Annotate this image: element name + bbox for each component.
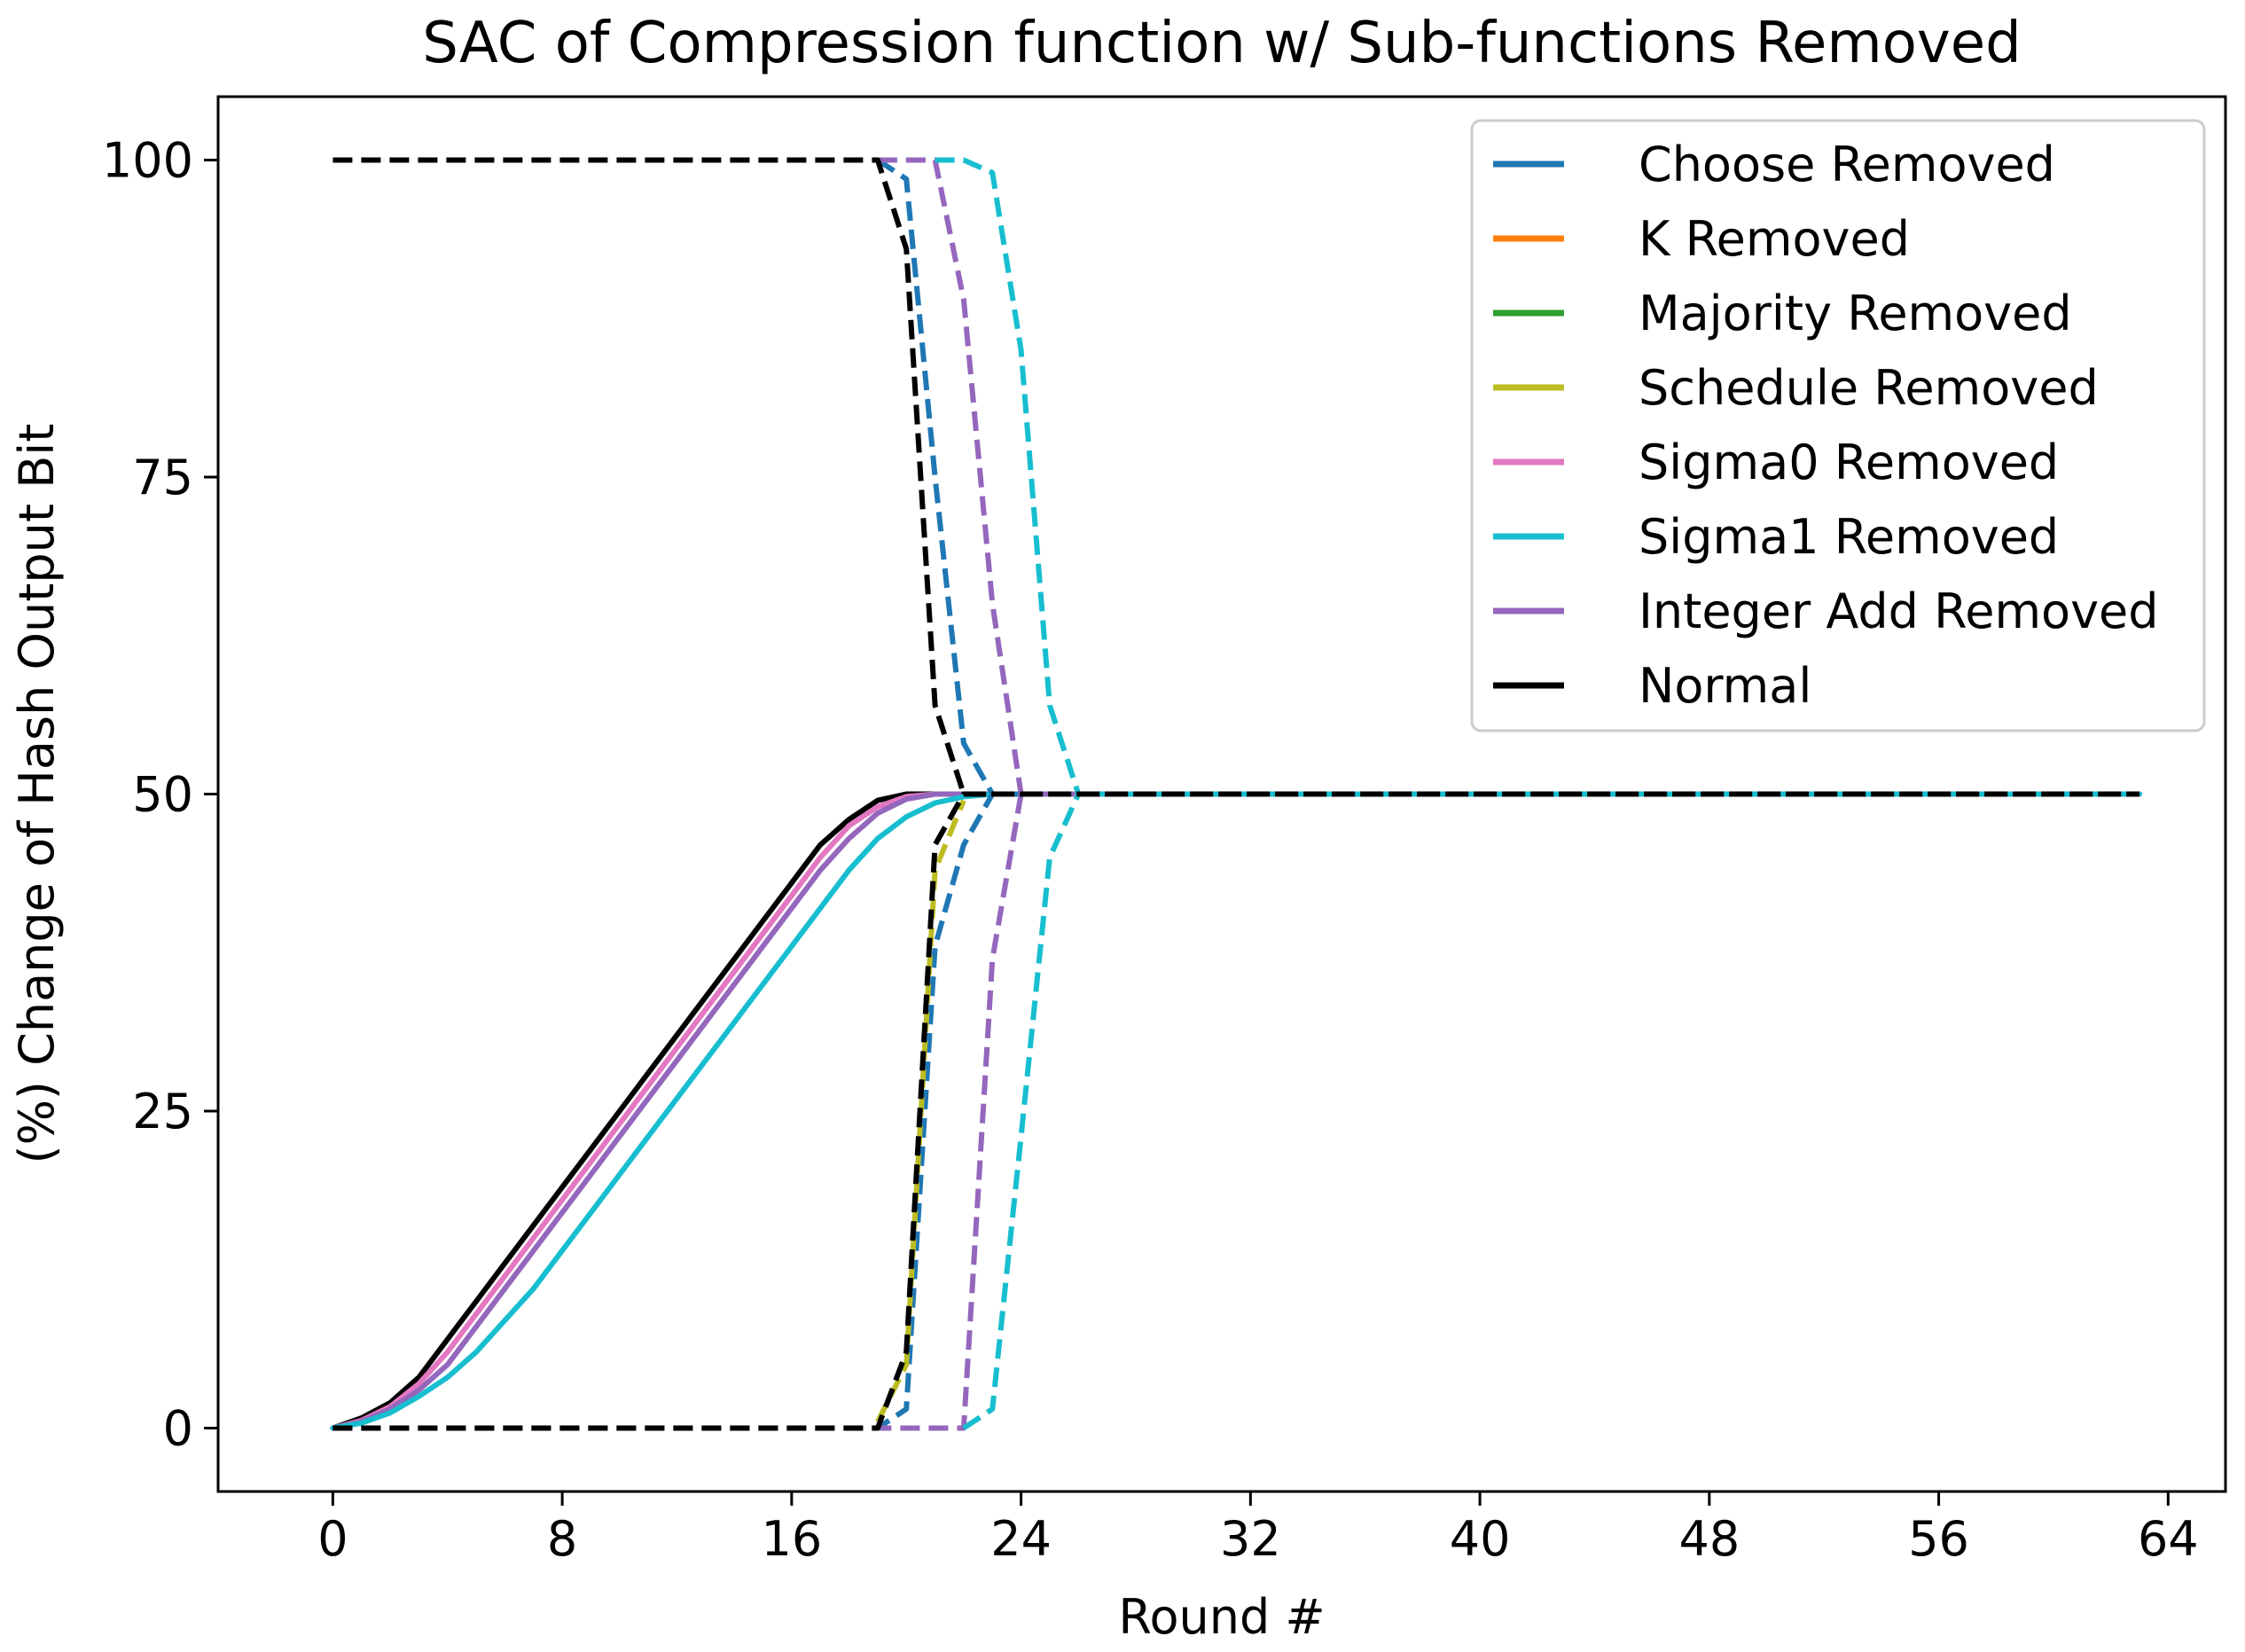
y-tick-label: 50 <box>132 767 193 823</box>
legend-label: Choose Removed <box>1639 137 2055 192</box>
legend-label: Sigma1 Removed <box>1639 509 2059 565</box>
x-tick-label: 56 <box>1908 1511 1969 1567</box>
legend-label: Sigma0 Removed <box>1639 435 2059 490</box>
legend-label: K Removed <box>1639 211 1910 267</box>
y-axis-ticks: 0 25 50 75 100 <box>102 133 218 1457</box>
series-line-integer-add-removed-mean <box>330 791 2142 1431</box>
series-line-normal-mean <box>330 791 2142 1431</box>
series-layer <box>330 157 2142 1431</box>
series-line-choose-removed-upper <box>876 157 2139 797</box>
x-tick-label: 8 <box>547 1511 577 1567</box>
legend: Choose Removed K Removed Majority Removed S… <box>1470 119 2206 732</box>
series-line-sigma1-removed-mean <box>330 791 2142 1431</box>
y-tick-label: 100 <box>102 133 193 189</box>
series-line-normal-upper <box>332 157 2139 797</box>
x-axis-label: Round # <box>1118 1589 1325 1645</box>
x-tick-label: 16 <box>761 1511 822 1567</box>
y-axis-label: (%) Change of Hash Output Bit <box>9 424 65 1164</box>
x-tick-label: 0 <box>317 1511 348 1567</box>
series-line-sigma0-removed-mean <box>330 791 2142 1431</box>
legend-label: Schedule Removed <box>1639 360 2099 416</box>
legend-box <box>1470 119 2206 732</box>
y-tick-label: 25 <box>132 1084 193 1139</box>
legend-label: Normal <box>1639 658 1811 714</box>
y-tick-label: 75 <box>132 450 193 505</box>
y-tick-label: 0 <box>163 1401 193 1457</box>
x-tick-label: 40 <box>1450 1511 1511 1567</box>
x-tick-label: 32 <box>1220 1511 1281 1567</box>
x-tick-label: 64 <box>2138 1511 2199 1567</box>
legend-label: Majority Removed <box>1639 286 2072 341</box>
series-line-normal-lower <box>332 791 2139 1431</box>
x-tick-label: 48 <box>1678 1511 1740 1567</box>
legend-label: Integer Add Removed <box>1639 583 2159 639</box>
x-axis-ticks: 0 8 16 24 32 40 48 56 64 <box>317 1491 2199 1567</box>
chart-title: SAC of Compression function w/ Sub-funct… <box>422 11 2022 76</box>
x-tick-label: 24 <box>990 1511 1052 1567</box>
